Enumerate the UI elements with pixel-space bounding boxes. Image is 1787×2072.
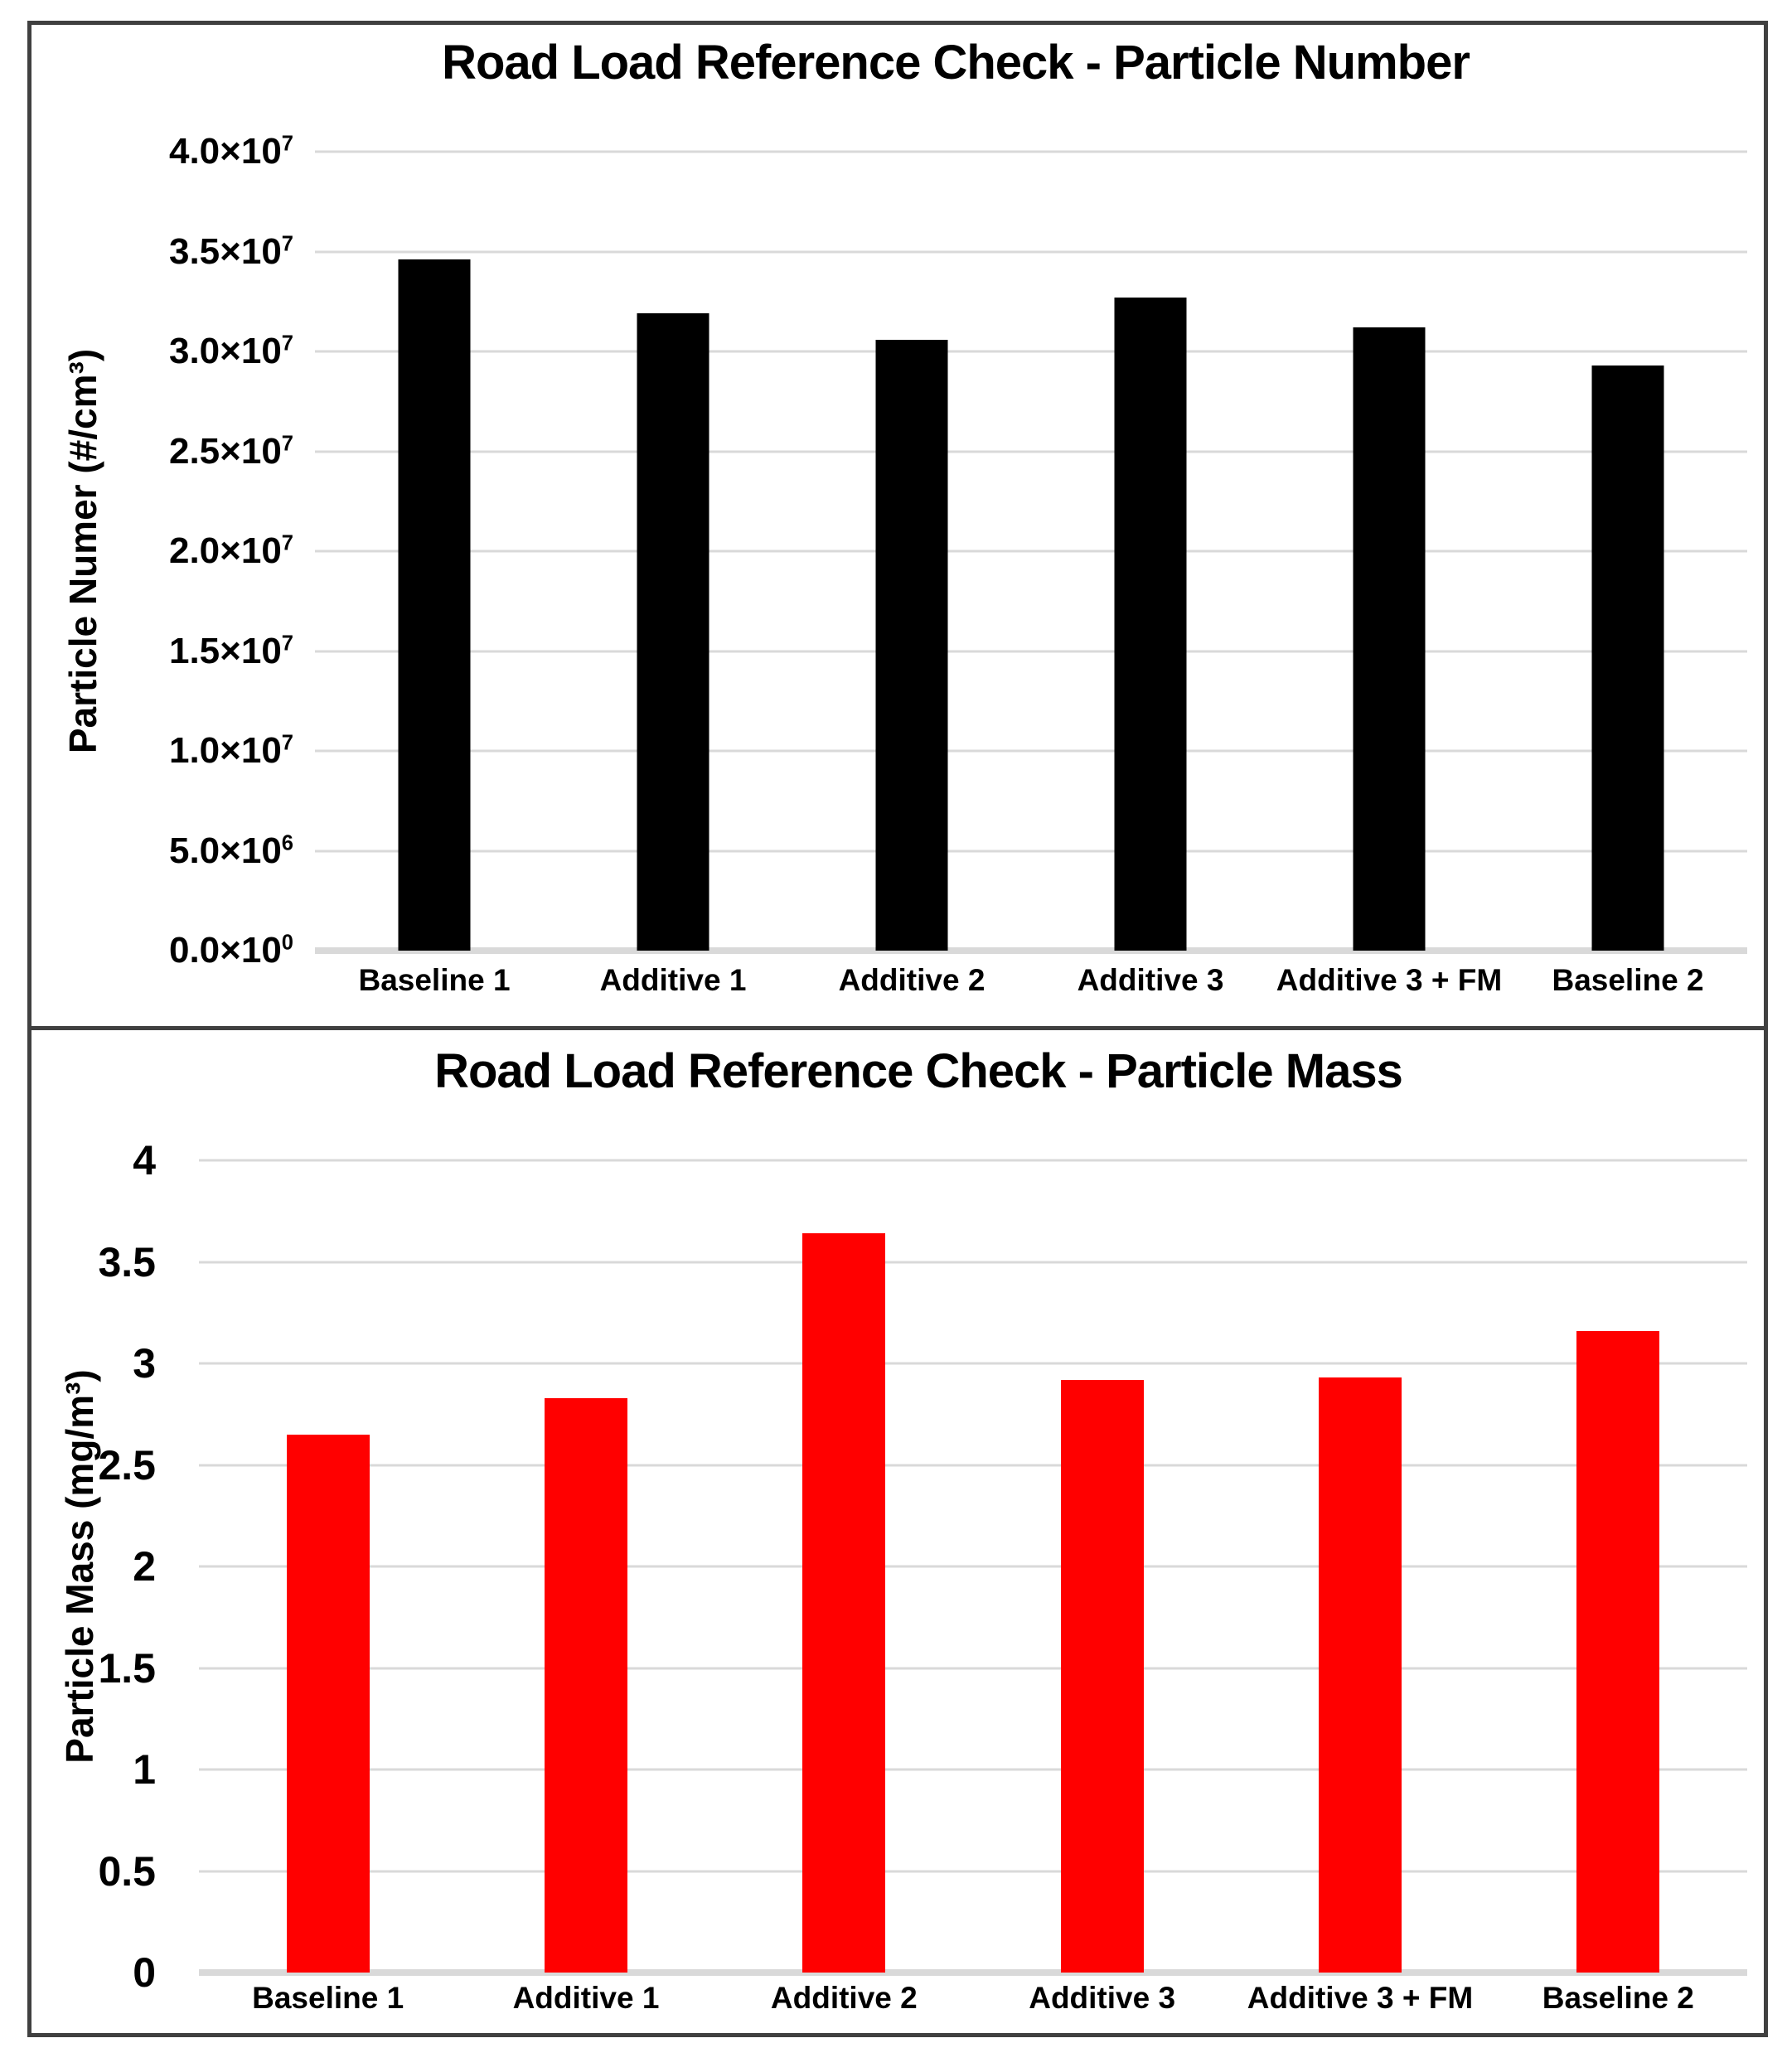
y-tick-label: 4 (133, 1137, 156, 1184)
y-tick-label: 0 (133, 1949, 156, 1996)
y-tick-label: 3.5×107 (168, 230, 293, 272)
x-category-label: Baseline 1 (252, 1981, 404, 2015)
x-category-label: Baseline 2 (1542, 1981, 1694, 2015)
gridline (199, 1768, 1747, 1771)
bar-additive-3 (1114, 297, 1187, 951)
x-category-label: Additive 3 (1077, 963, 1224, 997)
y-tick-label: 2.0×107 (168, 530, 293, 571)
gridline (315, 650, 1747, 652)
x-category-label: Additive 2 (770, 1981, 918, 2015)
particle-mass-chart-panel: Road Load Reference Check - Particle Mas… (31, 1030, 1764, 2033)
bar-baseline-1 (398, 259, 471, 951)
y-tick-label: 4.0×107 (168, 131, 293, 172)
y-tick-label: 1.0×107 (168, 730, 293, 771)
particle-number-plot-area (315, 150, 1747, 954)
gridline (199, 1261, 1747, 1263)
gridline (315, 450, 1747, 453)
y-tick-label: 3 (133, 1340, 156, 1387)
y-tick-label: 2.5×107 (168, 430, 293, 472)
bar-additive-3-fm (1319, 1377, 1402, 1973)
bar-additive-2 (802, 1233, 886, 1973)
gridline (315, 150, 1747, 153)
particle-number-y-axis-ticks: 4.0×107 3.5×107 3.0×107 2.5×107 2.0×107 1.5×1… (31, 131, 305, 971)
bar-baseline-2 (1576, 1330, 1660, 1973)
x-category-label: Additive 3 (1029, 1981, 1176, 2015)
bar-additive-3-fm (1353, 327, 1426, 951)
x-category-label: Baseline 1 (358, 963, 511, 997)
bar-additive-1 (637, 313, 709, 951)
particle-number-x-axis-labels: Baseline 1 Additive 1 Additive 2 Additive 3… (315, 963, 1747, 998)
gridline (315, 250, 1747, 253)
particle-mass-chart-title: Road Load Reference Check - Particle Mas… (434, 1044, 1403, 1098)
x-category-label: Additive 3 + FM (1247, 1981, 1474, 2015)
gridline (315, 549, 1747, 553)
gridline (315, 350, 1747, 353)
x-category-label: Additive 1 (599, 963, 747, 997)
x-category-label: Additive 2 (838, 963, 986, 997)
bar-additive-2 (875, 339, 948, 951)
x-category-label: Additive 1 (512, 1981, 660, 2015)
bar-baseline-2 (1591, 365, 1664, 951)
bar-baseline-1 (286, 1434, 370, 1973)
gridline (315, 749, 1747, 753)
gridline (199, 1667, 1747, 1669)
particle-mass-x-axis-labels: Baseline 1 Additive 1 Additive 2 Additive 3… (199, 1981, 1747, 2016)
particle-mass-plot-area (199, 1159, 1747, 1976)
figure-frame: Road Load Reference Check - Particle Num… (27, 21, 1768, 2037)
gridline (199, 1362, 1747, 1365)
particle-mass-y-axis-ticks: 4 3.5 3 2.5 2 1.5 1 0.5 0 (31, 1137, 189, 1996)
y-tick-label: 3.0×107 (168, 331, 293, 371)
y-tick-label: 1.5 (98, 1644, 156, 1692)
particle-number-chart-panel: Road Load Reference Check - Particle Num… (31, 25, 1764, 1030)
y-tick-label: 0.0×100 (168, 930, 293, 971)
x-axis-line (199, 1969, 1747, 1976)
particle-number-chart-title: Road Load Reference Check - Particle Num… (442, 36, 1470, 90)
gridline (315, 850, 1747, 852)
bar-additive-1 (545, 1397, 627, 1973)
y-tick-label: 1.5×107 (168, 630, 293, 671)
gridline (199, 1870, 1747, 1872)
x-category-label: Baseline 2 (1552, 963, 1704, 997)
y-tick-label: 5.0×106 (168, 830, 293, 871)
x-axis-line (315, 947, 1747, 954)
bar-additive-3 (1060, 1379, 1144, 1973)
y-tick-label: 2.5 (98, 1441, 156, 1489)
y-tick-label: 3.5 (98, 1238, 156, 1285)
y-tick-label: 1 (133, 1746, 156, 1793)
x-category-label: Additive 3 + FM (1276, 963, 1503, 997)
gridline (199, 1565, 1747, 1568)
y-tick-label: 0.5 (98, 1847, 156, 1895)
gridline (199, 1159, 1747, 1162)
y-tick-label: 2 (133, 1543, 156, 1590)
gridline (199, 1464, 1747, 1466)
